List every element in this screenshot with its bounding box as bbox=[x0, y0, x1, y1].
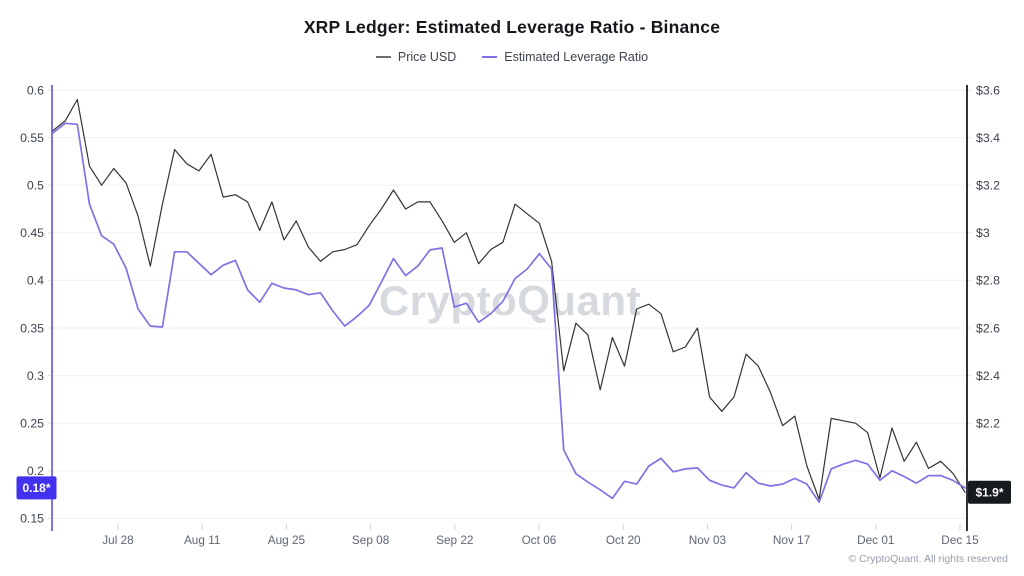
x-axis-label: Aug 25 bbox=[268, 533, 306, 547]
left-axis-label: 0.45 bbox=[20, 226, 44, 240]
price-line-swatch-icon bbox=[375, 56, 391, 58]
copyright-footer: © CryptoQuant. All rights reserved bbox=[848, 553, 1008, 565]
left-axis-label: 0.5 bbox=[27, 179, 44, 193]
price-line bbox=[52, 98, 966, 500]
price-last-value-badge-text: $1.9* bbox=[975, 486, 1003, 500]
left-axis-label: 0.35 bbox=[20, 321, 44, 335]
legend-item-price-usd[interactable]: Price USD bbox=[375, 50, 457, 64]
left-axis-label: 0.25 bbox=[20, 417, 44, 431]
leverage-last-value-badge-text: 0.18* bbox=[22, 481, 50, 495]
cryptoquant-watermark: CryptoQuant bbox=[378, 277, 642, 324]
x-axis-label: Oct 20 bbox=[606, 533, 641, 547]
x-axis-label: Nov 17 bbox=[773, 533, 810, 547]
left-axis-label: 0.2 bbox=[27, 464, 44, 478]
legend-item-estimated-leverage-ratio[interactable]: Estimated Leverage Ratio bbox=[482, 50, 648, 64]
x-axis-label: Sep 22 bbox=[436, 533, 473, 547]
right-axis-label: $2.6 bbox=[976, 321, 1000, 335]
price-last-value-badge bbox=[968, 480, 1011, 504]
leverage-line-swatch-icon bbox=[482, 56, 498, 58]
x-axis-label: Dec 15 bbox=[941, 533, 979, 547]
x-axis-label: Aug 11 bbox=[184, 533, 221, 547]
leverage-last-value-badge bbox=[16, 476, 57, 500]
right-axis-label: $3.2 bbox=[976, 179, 1000, 193]
x-axis-label: Oct 06 bbox=[522, 533, 557, 547]
legend-label-estimated-leverage-ratio: Estimated Leverage Ratio bbox=[504, 50, 649, 64]
legend-label-price-usd: Price USD bbox=[397, 50, 457, 64]
x-axis-label: Jul 28 bbox=[102, 533, 134, 547]
right-axis-label: $2.4 bbox=[976, 369, 1000, 383]
left-axis-label: 0.6 bbox=[27, 83, 44, 97]
legend: Price USD Estimated Leverage Ratio bbox=[0, 50, 1024, 64]
x-axis-label: Dec 01 bbox=[857, 533, 894, 547]
right-axis-label: $3.4 bbox=[976, 131, 1000, 145]
left-axis-label: 0.55 bbox=[20, 131, 44, 145]
right-axis-label: $2.2 bbox=[976, 417, 1000, 431]
right-axis-label: $2.8 bbox=[976, 274, 1000, 288]
x-axis-label: Nov 03 bbox=[689, 533, 727, 547]
leverage-line bbox=[52, 122, 966, 504]
chart-title: XRP Ledger: Estimated Leverage Ratio - B… bbox=[303, 17, 721, 37]
right-axis-label: $3 bbox=[976, 226, 990, 240]
left-axis-label: 0.4 bbox=[27, 274, 44, 288]
left-axis-label: 0.3 bbox=[27, 369, 44, 383]
x-axis-label: Sep 08 bbox=[352, 533, 390, 547]
right-axis-label: $3.6 bbox=[976, 83, 1000, 97]
left-axis-label: 0.15 bbox=[20, 512, 44, 526]
